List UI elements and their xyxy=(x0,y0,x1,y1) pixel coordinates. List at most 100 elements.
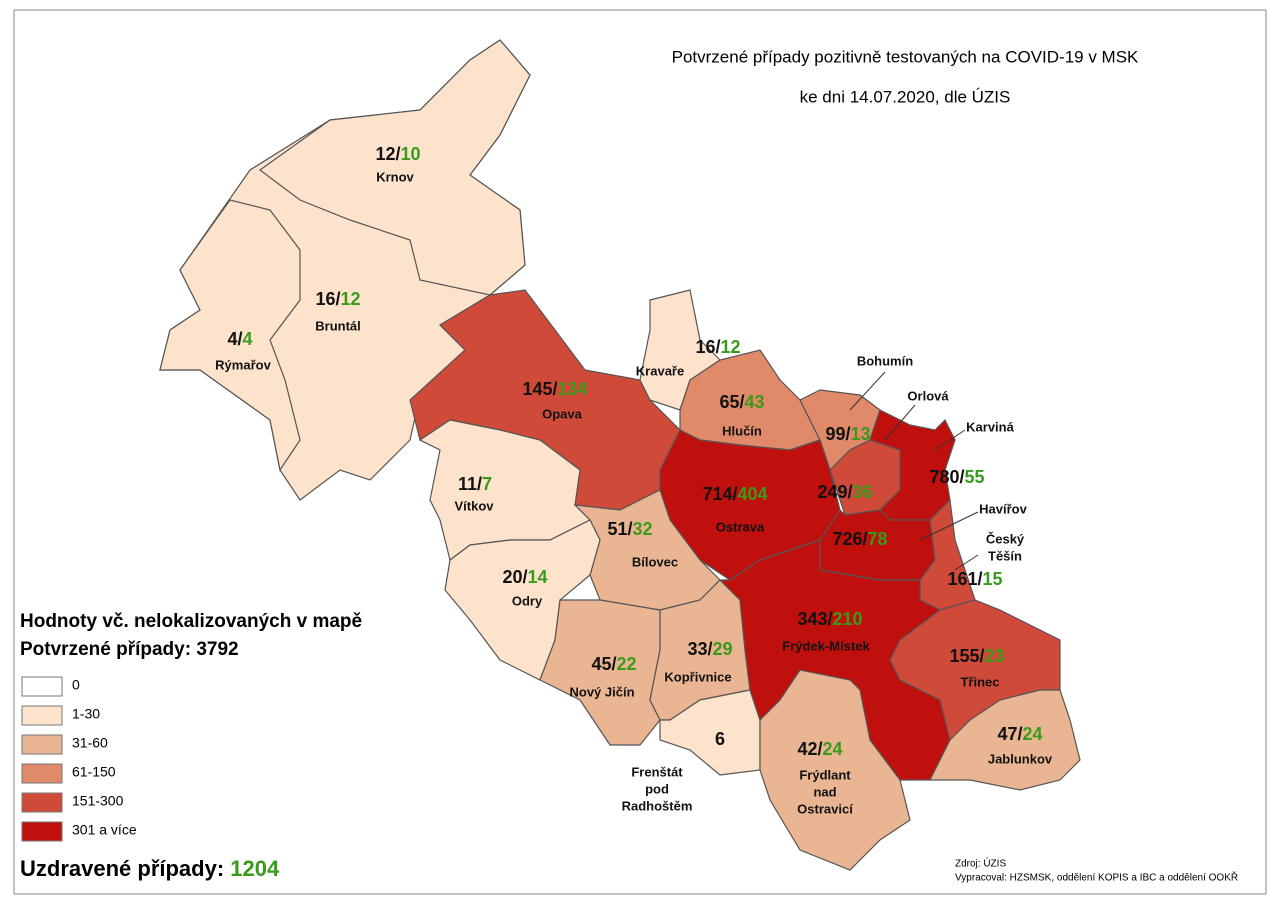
title-line: ke dni 14.07.2020, dle ÚZIS xyxy=(800,87,1011,106)
region-name: Vítkov xyxy=(454,498,494,513)
separator: / xyxy=(552,379,557,399)
region-name: Kravaře xyxy=(636,363,684,378)
confirmed: 51 xyxy=(607,519,627,539)
legend-label: 301 a více xyxy=(72,822,137,838)
recovered: 55 xyxy=(965,467,985,487)
separator: / xyxy=(395,144,400,164)
confirmed: 726 xyxy=(832,529,862,549)
recovered: 14 xyxy=(528,567,548,587)
region-name: Třinec xyxy=(960,674,999,689)
separator: / xyxy=(863,529,868,549)
region-value: 16/12 xyxy=(695,337,740,357)
separator: / xyxy=(980,646,985,666)
region-name: nad xyxy=(813,784,836,799)
region-name: Havířov xyxy=(979,501,1027,516)
cases-value: 3792 xyxy=(196,639,238,660)
region-name: Frenštát xyxy=(631,764,683,779)
legend-label: 151-300 xyxy=(72,793,124,809)
confirmed: 45 xyxy=(591,654,611,674)
regions xyxy=(159,39,1081,871)
region-name: Bohumín xyxy=(857,353,913,368)
recovered: 43 xyxy=(745,392,765,412)
region-name: Český xyxy=(986,531,1025,546)
region-name: Ostravicí xyxy=(797,801,853,816)
source: Vypracoval: HZSMSK, oddělení KOPIS a IBC… xyxy=(955,871,1238,884)
recovered: 134 xyxy=(558,379,588,399)
confirmed: 42 xyxy=(797,739,817,759)
confirmed: 16 xyxy=(695,337,715,357)
region-value: 47/24 xyxy=(997,724,1042,744)
legend-label: 31-60 xyxy=(72,735,108,751)
confirmed: 4 xyxy=(227,329,237,349)
legend: 0 1-30 31-60 61-150 151-300 301 a více xyxy=(21,676,137,842)
region-name: Ostrava xyxy=(716,519,765,534)
region-name: Opava xyxy=(542,406,583,421)
recovered: 404 xyxy=(738,484,768,504)
recovered: 10 xyxy=(401,144,421,164)
separator: / xyxy=(845,424,850,444)
region-name: Frýdek-Místek xyxy=(782,638,870,653)
cases-label: Potvrzené případy: xyxy=(20,639,191,660)
region-value: 42/24 xyxy=(797,739,842,759)
confirmed: 780 xyxy=(929,467,959,487)
region-name: Odry xyxy=(512,593,543,608)
confirmed: 33 xyxy=(687,639,707,659)
region-name: Bruntál xyxy=(315,318,361,333)
recovered: 7 xyxy=(482,474,492,494)
recovered: 23 xyxy=(985,646,1005,666)
separator: / xyxy=(611,654,616,674)
confirmed: 155 xyxy=(949,646,979,666)
separator: / xyxy=(335,289,340,309)
region-name: Bílovec xyxy=(632,554,678,569)
frame xyxy=(13,9,1267,895)
separator: / xyxy=(960,467,965,487)
title-line: Potvrzené případy pozitivně testovaných … xyxy=(672,47,1139,66)
legend-label: 1-30 xyxy=(72,706,100,722)
region-value: 65/43 xyxy=(719,392,764,412)
region-name: Jablunkov xyxy=(988,751,1053,766)
leader-lines xyxy=(849,371,979,571)
region-value: 343/210 xyxy=(797,609,862,629)
region xyxy=(258,39,531,296)
confirmed: 12 xyxy=(375,144,395,164)
region xyxy=(539,599,661,746)
recovered: 12 xyxy=(721,337,741,357)
recovered-label: Uzdravené případy: xyxy=(20,856,224,881)
recovered: 22 xyxy=(617,654,637,674)
region-name: Karviná xyxy=(966,419,1014,434)
recovered-value: 1204 xyxy=(230,856,280,881)
region-name: Kopřivnice xyxy=(664,669,731,684)
separator: / xyxy=(978,569,983,589)
region-value: 11/7 xyxy=(458,474,492,494)
region xyxy=(444,519,601,681)
region-name: Těšín xyxy=(988,548,1022,563)
region-value: 99/13 xyxy=(825,424,870,444)
region-value: 45/22 xyxy=(591,654,636,674)
confirmed: 11 xyxy=(458,474,477,494)
recovered: 15 xyxy=(983,569,1003,589)
region-value: 155/23 xyxy=(949,646,1004,666)
region xyxy=(639,289,721,411)
separator: / xyxy=(707,639,712,659)
confirmed: 99 xyxy=(825,424,845,444)
legend-cases: Potvrzené případy: 3792 xyxy=(20,639,239,660)
region-value: 12/10 xyxy=(375,144,420,164)
separator: / xyxy=(739,392,744,412)
separator: / xyxy=(732,484,737,504)
separator: / xyxy=(627,519,632,539)
recovered: 24 xyxy=(1023,724,1043,744)
separator: / xyxy=(848,482,853,502)
region-value: 6 xyxy=(715,729,725,749)
region-value: 16/12 xyxy=(315,289,360,309)
legend-swatch xyxy=(21,705,63,726)
region-value: 33/29 xyxy=(687,639,732,659)
confirmed: 714 xyxy=(702,484,732,504)
region-value: 161/15 xyxy=(947,569,1002,589)
separator: / xyxy=(715,337,720,357)
confirmed: 20 xyxy=(502,567,522,587)
recovered: 13 xyxy=(851,424,871,444)
region-name: Rýmařov xyxy=(215,357,271,372)
region-value: 714/404 xyxy=(702,484,767,504)
region-value: 726/78 xyxy=(832,529,887,549)
legend-swatch xyxy=(21,792,63,813)
